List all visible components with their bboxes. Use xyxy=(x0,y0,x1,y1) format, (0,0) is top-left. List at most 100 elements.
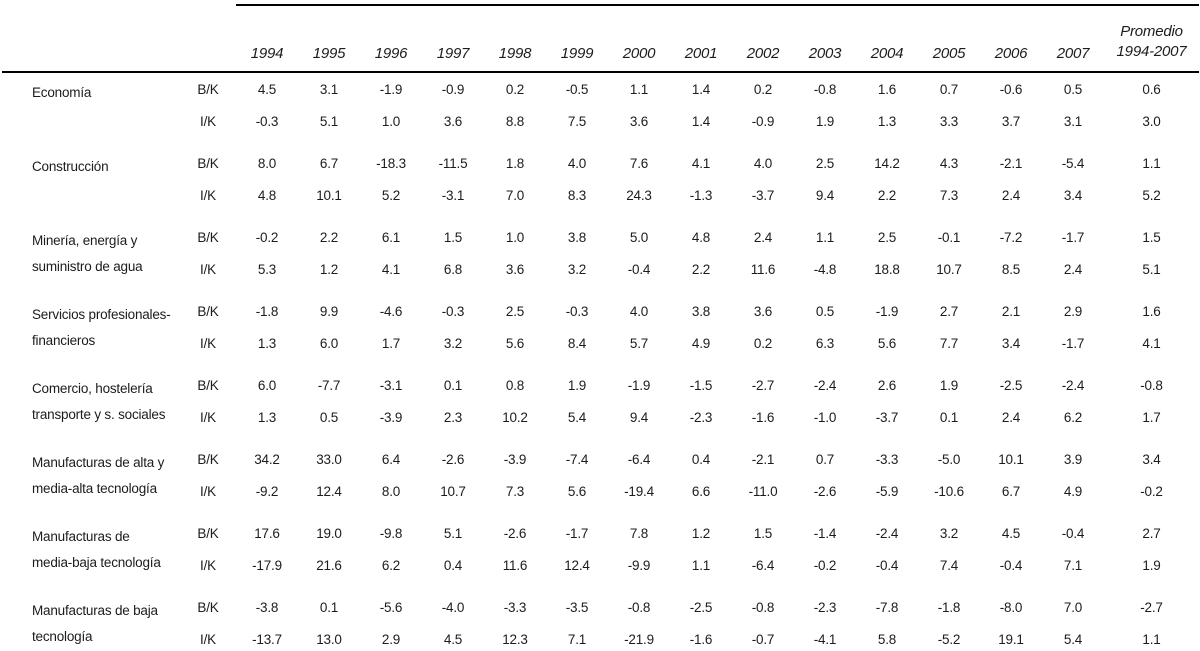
value-cell: 1.5 xyxy=(753,525,773,541)
value-cell: -0.1 xyxy=(937,229,961,245)
value-cell: 0.1 xyxy=(939,409,959,425)
ratio-label: B/K xyxy=(197,599,219,615)
table-row: I/K 4.8 10.1 5.2 -3.1 7.0 8.3 24.3 -1.3 -3.7 9.4 2.… xyxy=(2,179,1199,211)
value-cell: 8.8 xyxy=(505,113,525,129)
value-cell: 11.6 xyxy=(750,261,776,277)
value-cell: -0.4 xyxy=(999,557,1023,573)
ratio-label: B/K xyxy=(197,303,219,319)
value-cell: 1.3 xyxy=(257,409,277,425)
value-cell: 4.1 xyxy=(381,261,401,277)
value-cell: 7.1 xyxy=(567,631,587,647)
value-cell: 21.6 xyxy=(316,557,342,573)
value-cell: -0.2 xyxy=(813,557,837,573)
value-cell: -0.2 xyxy=(255,229,279,245)
value-cell: 3.4 xyxy=(1063,187,1083,203)
value-cell: 6.6 xyxy=(691,483,711,499)
value-cell: -1.9 xyxy=(875,303,899,319)
table-row: I/K 1.3 0.5 -3.9 2.3 10.2 5.4 9.4 -2.3 -1.6 -1.0 -3… xyxy=(2,401,1199,433)
value-cell: 4.5 xyxy=(443,631,463,647)
value-cell: 12.3 xyxy=(502,631,528,647)
value-cell: 1.2 xyxy=(319,261,339,277)
ratio-label: I/K xyxy=(200,631,216,647)
value-cell: -0.4 xyxy=(1061,525,1085,541)
year-column-header: 1998 xyxy=(484,4,546,73)
value-cell: 4.0 xyxy=(567,155,587,171)
value-cell: -2.6 xyxy=(813,483,837,499)
value-cell: 3.3 xyxy=(939,113,959,129)
value-cell: -21.9 xyxy=(624,631,654,647)
value-cell: 4.8 xyxy=(691,229,711,245)
value-cell: -3.1 xyxy=(441,187,465,203)
sector-header-empty xyxy=(2,5,180,73)
value-cell: 3.1 xyxy=(319,81,339,97)
value-cell: 2.5 xyxy=(877,229,897,245)
value-cell: 7.3 xyxy=(939,187,959,203)
value-cell: 1.9 xyxy=(1142,557,1161,573)
value-cell: 10.7 xyxy=(440,483,466,499)
value-cell: 6.7 xyxy=(1001,483,1021,499)
value-cell: 7.0 xyxy=(1063,599,1083,615)
value-cell: 3.7 xyxy=(1001,113,1021,129)
value-cell: -11.0 xyxy=(748,483,778,499)
value-cell: -2.3 xyxy=(689,409,713,425)
value-cell: -2.7 xyxy=(751,377,775,393)
value-cell: 8.0 xyxy=(257,155,277,171)
value-cell: 10.1 xyxy=(998,451,1024,467)
value-cell: 2.6 xyxy=(877,377,897,393)
sector-label: Manufacturas de alta y media-alta tecnolo… xyxy=(32,455,165,496)
value-cell: -0.3 xyxy=(565,303,589,319)
value-cell: 19.1 xyxy=(998,631,1024,647)
value-cell: -0.9 xyxy=(751,113,775,129)
value-cell: 0.5 xyxy=(815,303,835,319)
value-cell: -1.0 xyxy=(813,409,837,425)
value-cell: 2.2 xyxy=(691,261,711,277)
value-cell: 3.4 xyxy=(1142,451,1161,467)
value-cell: 0.1 xyxy=(319,599,339,615)
value-cell: 6.0 xyxy=(257,377,277,393)
value-cell: -6.4 xyxy=(751,557,775,573)
value-cell: 1.0 xyxy=(505,229,525,245)
value-cell: -1.9 xyxy=(379,81,403,97)
value-cell: 5.7 xyxy=(629,335,649,351)
value-cell: 1.7 xyxy=(381,335,401,351)
value-cell: -2.7 xyxy=(1140,599,1163,615)
value-cell: 9.4 xyxy=(815,187,835,203)
sector-label: Manufacturas de baja tecnología xyxy=(32,603,158,644)
value-cell: -2.4 xyxy=(813,377,837,393)
value-cell: -5.6 xyxy=(379,599,403,615)
value-cell: -4.6 xyxy=(379,303,403,319)
value-cell: -0.8 xyxy=(1140,377,1163,393)
value-cell: 3.6 xyxy=(443,113,463,129)
value-cell: -2.6 xyxy=(503,525,527,541)
ratio-label: I/K xyxy=(200,187,216,203)
value-cell: 1.6 xyxy=(877,81,897,97)
table-row: I/K 5.3 1.2 4.1 6.8 3.6 3.2 -0.4 2.2 11.6 -4.8 18.8… xyxy=(2,253,1199,285)
value-cell: 8.0 xyxy=(381,483,401,499)
value-cell: 0.7 xyxy=(815,451,835,467)
value-cell: -5.9 xyxy=(875,483,899,499)
value-cell: 6.4 xyxy=(381,451,401,467)
value-cell: -0.3 xyxy=(255,113,279,129)
sector-label: Servicios profesionales-financieros xyxy=(32,307,171,348)
value-cell: 2.7 xyxy=(939,303,959,319)
value-cell: -3.8 xyxy=(255,599,279,615)
value-cell: -3.1 xyxy=(379,377,403,393)
ratio-label: B/K xyxy=(197,451,219,467)
ratio-label: I/K xyxy=(200,409,216,425)
value-cell: -0.7 xyxy=(751,631,775,647)
value-cell: -0.8 xyxy=(627,599,651,615)
value-cell: 1.1 xyxy=(1142,155,1161,171)
value-cell: -1.3 xyxy=(689,187,713,203)
value-cell: 1.3 xyxy=(877,113,897,129)
value-cell: 4.1 xyxy=(1142,335,1161,351)
value-cell: 4.5 xyxy=(257,81,277,97)
value-cell: -0.9 xyxy=(441,81,465,97)
value-cell: 0.4 xyxy=(691,451,711,467)
value-cell: 3.2 xyxy=(567,261,587,277)
sector-label: Economía xyxy=(32,85,92,100)
value-cell: 4.0 xyxy=(753,155,773,171)
value-cell: 2.9 xyxy=(1063,303,1083,319)
value-cell: 3.4 xyxy=(1001,335,1021,351)
value-cell: 9.9 xyxy=(319,303,339,319)
value-cell: 12.4 xyxy=(316,483,342,499)
